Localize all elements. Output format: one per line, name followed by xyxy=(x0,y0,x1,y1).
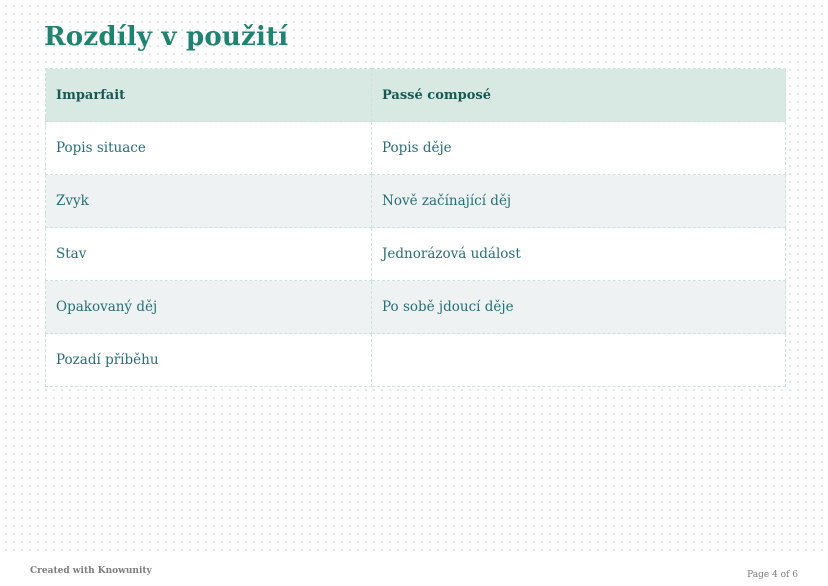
cell-imparfait: Zvyk xyxy=(45,174,372,228)
cell-passe-compose: Popis děje xyxy=(371,121,786,175)
cell-imparfait: Popis situace xyxy=(45,121,372,175)
footer-page-number: Page 4 of 6 xyxy=(747,570,798,580)
table-header-row: Imparfait Passé composé xyxy=(45,68,786,122)
cell-imparfait: Opakovaný děj xyxy=(45,280,372,334)
cell-passe-compose: Po sobě jdoucí děje xyxy=(371,280,786,334)
cell-imparfait: Stav xyxy=(45,227,372,281)
column-header-passe-compose: Passé composé xyxy=(371,68,786,122)
footer-credit: Created with Knowunity xyxy=(30,566,152,576)
usage-comparison-table: Imparfait Passé composé Popis situace Po… xyxy=(45,68,786,387)
page-title: Rozdíly v použití xyxy=(44,22,289,52)
cell-imparfait: Pozadí příběhu xyxy=(45,333,372,387)
table-row: Pozadí příběhu xyxy=(45,333,786,387)
cell-passe-compose: Jednorázová událost xyxy=(371,227,786,281)
table-row: Popis situace Popis děje xyxy=(45,121,786,175)
cell-passe-compose xyxy=(371,333,786,387)
cell-passe-compose: Nově začínající děj xyxy=(371,174,786,228)
table-row: Opakovaný děj Po sobě jdoucí děje xyxy=(45,280,786,334)
column-header-imparfait: Imparfait xyxy=(45,68,372,122)
table-row: Stav Jednorázová událost xyxy=(45,227,786,281)
table-row: Zvyk Nově začínající děj xyxy=(45,174,786,228)
